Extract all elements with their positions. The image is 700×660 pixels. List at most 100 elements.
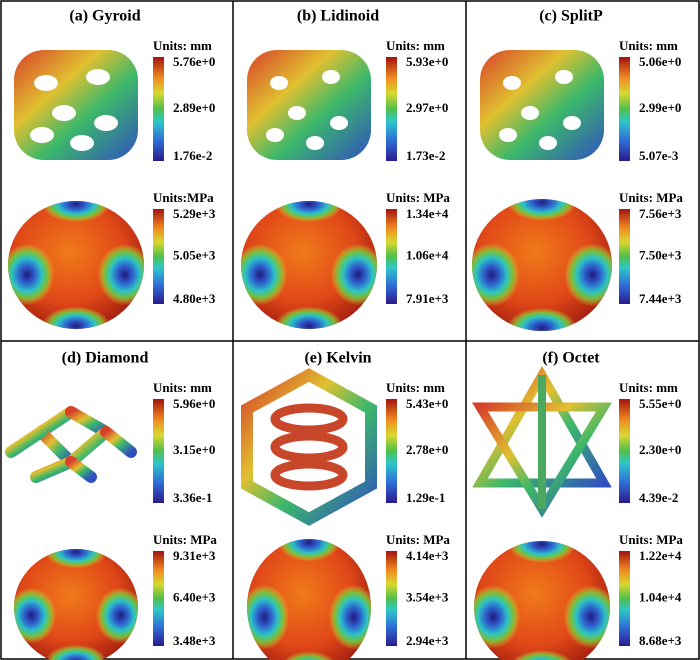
modulus-surface (247, 539, 371, 660)
units-label: Units: MPa (619, 532, 683, 547)
spot (241, 243, 288, 306)
panel: (b) Lidinoid Units: mm5.93e+0 2.97e+0 1.73e… (241, 8, 450, 329)
colorbar-mid: 5.05e+3 (173, 247, 216, 262)
colorbar-mid: 3.15e+0 (173, 442, 215, 457)
hole (555, 70, 573, 84)
colorbar-mid: 6.40e+3 (173, 589, 216, 604)
colorbar-max: 1.22e+4 (639, 548, 682, 563)
spots (14, 549, 138, 660)
lattice (5, 371, 137, 483)
strut (65, 426, 112, 468)
units-label: Units: mm (386, 38, 445, 53)
units-label: Units: mm (386, 380, 445, 395)
spots (241, 201, 377, 329)
colorbar (619, 209, 630, 304)
strut (65, 406, 112, 438)
panel: (c) SplitP Units: mm5.06e+0 2.99e+0 5.07e-3… (472, 8, 683, 331)
spot (328, 584, 371, 650)
colorbar-min: 1.76e-2 (173, 148, 212, 163)
colorbar-max: 5.93e+0 (406, 54, 448, 69)
lattice (247, 50, 371, 160)
strut (35, 426, 77, 468)
colorbar (619, 551, 630, 646)
spot (42, 201, 110, 223)
colorbar-min: 1.29e-1 (406, 490, 445, 505)
spot (42, 306, 110, 329)
panel-title: (d) Diamond (62, 350, 149, 367)
colorbar-max: 5.96e+0 (173, 396, 215, 411)
hole (30, 127, 54, 143)
colorbar-min: 3.48e+3 (173, 633, 216, 648)
hole (521, 106, 539, 120)
spot (95, 587, 138, 644)
units-label: Units:MPa (153, 190, 214, 205)
spot (507, 199, 577, 221)
hole (34, 75, 58, 91)
spot (563, 585, 610, 649)
modulus-surface (241, 201, 377, 329)
colorbar-min: 7.91e+3 (406, 291, 449, 306)
hole (503, 76, 521, 90)
colorbar (386, 551, 397, 646)
colorbar-max: 7.56e+3 (639, 206, 682, 221)
spot (472, 243, 520, 307)
spot (275, 306, 343, 329)
hole (86, 69, 110, 85)
panel-title: (a) Gyroid (69, 8, 140, 25)
hole (266, 128, 284, 142)
units-label: Units: MPa (153, 532, 217, 547)
colorbar-min: 4.80e+3 (173, 291, 216, 306)
colorbar-min: 5.07e-3 (639, 148, 679, 163)
modulus-surface (474, 541, 610, 660)
colorbar-min: 1.73e-2 (406, 148, 445, 163)
hole (52, 105, 76, 121)
spot (508, 541, 576, 563)
units-label: Units: MPa (386, 532, 450, 547)
colorbar (153, 57, 164, 161)
colorbar (153, 551, 164, 646)
colorbar (386, 209, 397, 304)
hole (288, 106, 306, 120)
colorbar-mid: 2.89e+0 (173, 100, 215, 115)
hole (330, 116, 348, 130)
spot (45, 549, 107, 569)
colorbar-mid: 3.54e+3 (406, 589, 449, 604)
colorbar-mid: 7.50e+3 (639, 247, 682, 262)
units-label: Units: MPa (386, 190, 450, 205)
colorbar-min: 7.44e+3 (639, 291, 682, 306)
strut (65, 456, 97, 483)
spot (278, 539, 340, 562)
spot (97, 243, 144, 306)
colorbar-max: 5.29e+3 (173, 206, 216, 221)
spot (564, 243, 612, 307)
colorbar-min: 2.94e+3 (406, 633, 449, 648)
colorbar-max: 5.55e+0 (639, 396, 681, 411)
colorbar (619, 57, 630, 161)
colorbar-min: 3.36e-1 (173, 490, 212, 505)
lattice (480, 50, 604, 160)
units-label: Units: mm (619, 380, 678, 395)
spots (8, 201, 144, 329)
panel-title: (b) Lidinoid (297, 8, 379, 25)
colorbar-max: 1.34e+4 (406, 206, 449, 221)
lattice (241, 368, 377, 526)
hole (539, 136, 557, 150)
strut (5, 426, 47, 458)
spot (45, 644, 107, 660)
colorbar-max: 5.06e+0 (639, 54, 681, 69)
colorbar-mid: 2.97e+0 (406, 100, 448, 115)
units-label: Units: mm (619, 38, 678, 53)
spots (472, 199, 612, 331)
colorbar-max: 5.43e+0 (406, 396, 448, 411)
panel: (f) Octet Units: mm5.55e+0 2.30e+0 4.39e-2 U… (471, 350, 683, 660)
spot (247, 584, 290, 650)
lattice (14, 50, 138, 160)
colorbar (153, 399, 164, 503)
spots (247, 539, 371, 660)
units-label: Units: mm (153, 38, 212, 53)
units-label: Units: MPa (619, 190, 683, 205)
strut (100, 426, 137, 458)
hole (499, 128, 517, 142)
colorbar-max: 5.76e+0 (173, 54, 215, 69)
